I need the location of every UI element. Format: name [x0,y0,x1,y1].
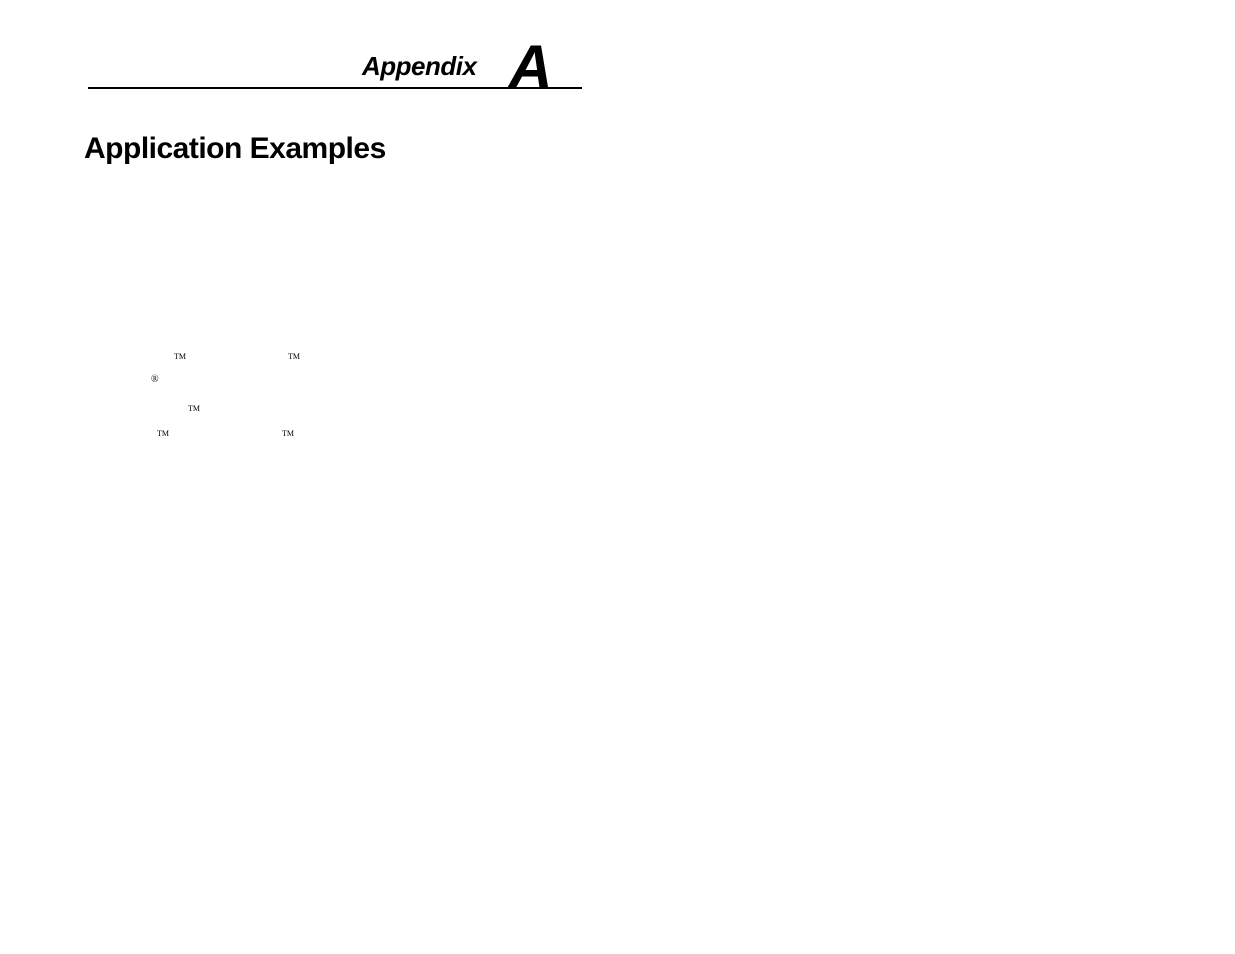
registered-symbol: ® [151,374,159,385]
trademark-symbol: TM [174,352,186,361]
appendix-label: Appendix [362,51,476,82]
trademark-symbol: TM [157,429,169,438]
header-rule [88,87,582,89]
trademark-symbol: TM [188,404,200,413]
appendix-letter: A [509,32,550,101]
page-title: Application Examples [84,132,386,166]
trademark-symbol: TM [288,352,300,361]
trademark-symbol: TM [282,429,294,438]
